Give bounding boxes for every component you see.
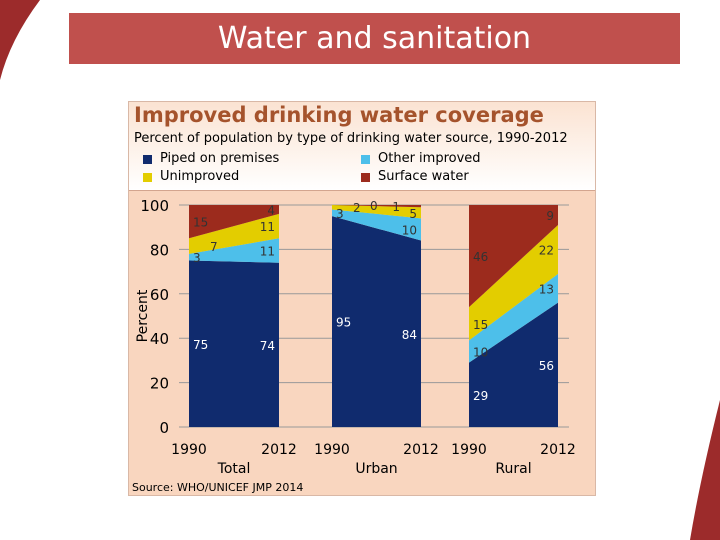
chart-header: Improved drinking water coverage Percent… (129, 102, 595, 191)
data-label: 56 (539, 359, 554, 373)
x-tick-label: 1990 (171, 442, 207, 458)
y-axis-label: Percent (135, 289, 151, 342)
data-label: 84 (402, 328, 417, 342)
y-tick-label: 80 (150, 241, 169, 259)
data-label: 10 (473, 346, 488, 360)
data-label: 29 (473, 389, 488, 403)
group-label: Rural (495, 461, 531, 477)
y-tick-label: 100 (140, 197, 169, 215)
data-label: 1 (392, 200, 400, 214)
legend-unimproved: Unimproved (143, 169, 239, 185)
data-label: 2 (353, 201, 361, 215)
area-total-surface (189, 205, 279, 239)
data-label: 11 (260, 245, 275, 259)
area-urban-other (332, 209, 421, 241)
x-tick-label: 1990 (314, 442, 350, 458)
data-label: 22 (539, 243, 554, 257)
chart-subtitle: Percent of population by type of drinkin… (134, 131, 568, 146)
y-tick-label: 0 (159, 419, 169, 437)
data-label: 46 (473, 250, 488, 264)
chart-title: Improved drinking water coverage (134, 103, 544, 127)
area-rural-other (469, 273, 558, 363)
area-rural-piped (469, 302, 558, 427)
area-rural-surface (469, 205, 558, 308)
chart-source: Source: WHO/UNICEF JMP 2014 (132, 481, 304, 494)
area-urban-unimproved (332, 205, 421, 219)
legend-surface: Surface water (361, 169, 469, 185)
area-total-piped (189, 260, 279, 427)
data-label: 4 (267, 203, 275, 217)
y-tick-label: 60 (150, 286, 169, 304)
data-label: 13 (539, 282, 554, 296)
area-total-unimproved (189, 213, 279, 254)
data-label: 95 (336, 316, 351, 330)
x-tick-label: 2012 (540, 442, 576, 458)
chart-panel: Improved drinking water coverage Percent… (128, 101, 596, 496)
area-total-other (189, 238, 279, 263)
area-urban-piped (332, 216, 421, 427)
x-tick-label: 1990 (451, 442, 487, 458)
data-label: 15 (193, 216, 208, 230)
slide-title: Water and sanitation (69, 13, 680, 64)
data-label: 74 (260, 339, 275, 353)
data-label: 11 (260, 220, 275, 234)
group-label: Total (217, 461, 251, 477)
y-tick-label: 40 (150, 330, 169, 348)
legend-other: Other improved (361, 151, 481, 167)
group-label: Urban (355, 461, 397, 477)
x-tick-label: 2012 (403, 442, 439, 458)
data-label: 15 (473, 318, 488, 332)
data-label: 5 (409, 207, 417, 221)
data-label: 3 (193, 251, 201, 265)
area-rural-unimproved (469, 224, 558, 341)
data-label: 3 (336, 207, 344, 221)
legend-piped: Piped on premises (143, 151, 279, 167)
data-label: 10 (402, 223, 417, 237)
y-tick-label: 20 (150, 375, 169, 393)
x-tick-label: 2012 (261, 442, 297, 458)
data-label: 7 (210, 240, 218, 254)
data-label: 0 (370, 199, 378, 213)
data-label: 75 (193, 338, 208, 352)
data-label: 9 (546, 209, 554, 223)
